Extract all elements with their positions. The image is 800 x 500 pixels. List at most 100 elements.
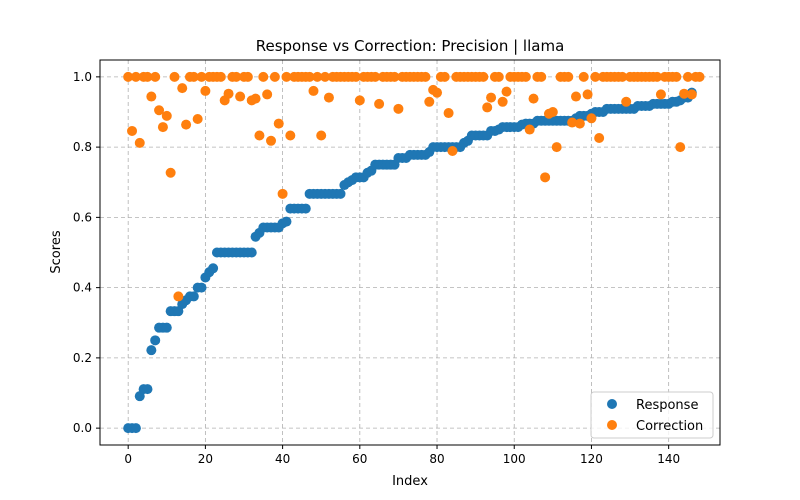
correction-point <box>250 93 261 104</box>
y-tick-label: 0.6 <box>73 210 92 224</box>
y-tick-label: 0.0 <box>73 421 92 435</box>
response-point <box>142 384 153 395</box>
correction-point <box>447 145 458 156</box>
correction-point <box>393 103 404 114</box>
correction-point <box>235 91 246 102</box>
correction-point <box>285 130 296 141</box>
legend-box <box>590 391 714 439</box>
legend-label-correction: Correction <box>636 419 703 434</box>
x-tick-label: 20 <box>198 452 213 466</box>
correction-point <box>350 71 361 82</box>
legend-label-response: Response <box>636 398 698 413</box>
response-point <box>161 322 172 333</box>
correction-point <box>192 114 203 125</box>
correction-point <box>223 88 234 99</box>
correction-point <box>655 89 666 100</box>
correction-point <box>493 71 504 82</box>
y-tick-label: 0.4 <box>73 281 92 295</box>
correction-point <box>679 88 690 99</box>
correction-point <box>370 71 381 82</box>
correction-point <box>582 89 593 100</box>
correction-point <box>567 117 578 128</box>
response-point <box>335 188 346 199</box>
correction-point <box>304 71 315 82</box>
correction-point <box>150 71 161 82</box>
correction-point <box>694 71 705 82</box>
correction-point <box>320 71 331 82</box>
correction-point <box>389 71 400 82</box>
axis-ticks: 0 20 40 60 80 100 120 140 0.0 0.2 0.4 0.6 0.8 1.0 <box>73 70 680 466</box>
correction-point <box>682 71 693 82</box>
correction-point <box>308 85 319 96</box>
y-tick-label: 0.2 <box>73 351 92 365</box>
y-axis-label: Scores <box>49 230 64 273</box>
correction-point <box>621 96 632 107</box>
correction-point <box>262 89 273 100</box>
correction-point <box>154 105 165 116</box>
response-point <box>150 335 161 346</box>
response-point <box>146 345 157 356</box>
correction-point <box>281 71 292 82</box>
correction-point <box>127 125 138 136</box>
plot-frame <box>99 59 721 446</box>
correction-point <box>574 118 585 129</box>
correction-point <box>134 137 145 148</box>
correction-point <box>420 71 431 82</box>
correction-point <box>242 71 253 82</box>
correction-point <box>277 188 288 199</box>
correction-point <box>590 71 601 82</box>
correction-point <box>536 71 547 82</box>
correction-point <box>478 71 489 82</box>
correction-point <box>188 71 199 82</box>
correction-point <box>254 130 265 141</box>
correction-point <box>432 87 443 98</box>
correction-point <box>563 71 574 82</box>
x-tick-label: 100 <box>503 452 526 466</box>
correction-point <box>269 71 280 82</box>
correction-point <box>231 71 242 82</box>
correction-point <box>578 71 589 82</box>
correction-point <box>157 122 168 133</box>
correction-point <box>258 71 269 82</box>
correction-point <box>482 102 493 113</box>
correction-point <box>130 71 141 82</box>
correction-point <box>200 85 211 96</box>
response-point <box>281 216 292 227</box>
correction-point <box>173 291 184 302</box>
correction-point <box>181 119 192 130</box>
correction-point <box>551 142 562 153</box>
correction-point <box>540 172 551 183</box>
response-point <box>196 282 207 293</box>
correction-point <box>501 86 512 97</box>
correction-point <box>594 132 605 143</box>
correction-point <box>443 108 454 119</box>
correction-point <box>165 167 176 178</box>
x-tick-label: 40 <box>275 452 290 466</box>
correction-point <box>146 91 157 102</box>
correction-point <box>524 124 535 135</box>
x-axis-label: Index <box>392 474 428 489</box>
correction-point <box>354 95 365 106</box>
response-point <box>300 203 311 214</box>
correction-point <box>439 71 450 82</box>
correction-point <box>196 71 207 82</box>
y-tick-label: 0.8 <box>73 140 92 154</box>
x-tick-label: 0 <box>124 452 132 466</box>
correction-point <box>161 110 172 121</box>
correction-point <box>686 89 697 100</box>
correction-point <box>142 71 153 82</box>
correction-point <box>169 71 180 82</box>
correction-point <box>316 130 327 141</box>
correction-point <box>528 93 539 104</box>
data-points <box>123 71 705 434</box>
correction-point <box>215 71 226 82</box>
response-point <box>188 291 199 302</box>
correction-point <box>571 91 582 102</box>
y-tick-label: 1.0 <box>73 70 92 84</box>
correction-point <box>547 106 558 117</box>
response-point <box>208 263 219 274</box>
response-point <box>130 423 141 434</box>
correction-point <box>617 71 628 82</box>
correction-point <box>586 113 597 124</box>
